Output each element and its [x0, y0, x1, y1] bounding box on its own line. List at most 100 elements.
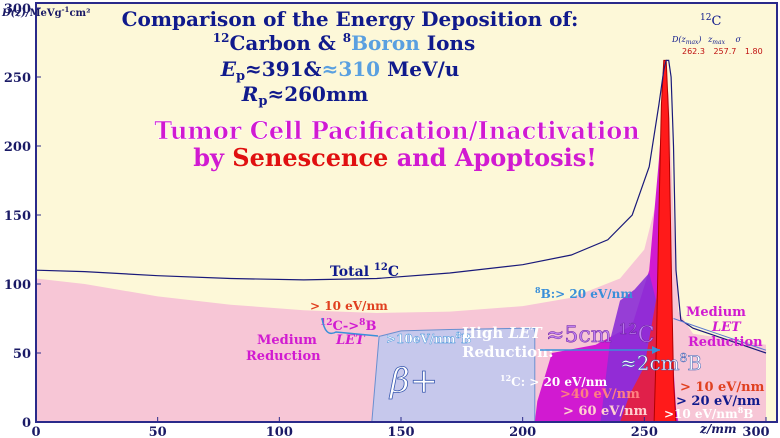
gt10-top-label: > 10 eV/nm — [310, 299, 388, 313]
title-line-3: Ep≈391&≈310 MeV/u — [220, 57, 460, 84]
gt10-b-right: >10 eV/nm8B — [664, 405, 753, 421]
peak-sup: 12 — [700, 13, 711, 23]
peak-table-header: D(zmax) zmax σ — [671, 35, 742, 46]
c-gt20-text: C: > 20 eV/nm — [511, 375, 607, 389]
reduction-right: Reduction — [688, 335, 763, 350]
title-ions: Ions — [427, 31, 476, 55]
c-to-b-sup1: 12 — [320, 318, 333, 328]
peak-label: 12C — [700, 13, 721, 29]
total-label: Total 12C — [330, 262, 399, 280]
reduction-mid: Reduction: — [462, 343, 554, 361]
c-to-b-sup2: 8 — [359, 318, 365, 328]
x-tick-label: 100 — [266, 425, 293, 438]
total-c: C — [388, 264, 399, 280]
peak-c: C — [711, 14, 721, 29]
carbon-dose-area — [36, 90, 766, 422]
two-cm-label: ≈2cm8B — [620, 351, 702, 375]
tail-curve — [673, 318, 767, 351]
two-cm-b: B — [687, 351, 702, 375]
x-axis-ticks: 0 50 100 150 200 250 300 — [31, 417, 770, 438]
col-zmax: z — [707, 35, 713, 44]
title-sup-8: 8 — [343, 31, 351, 45]
x-tick-label: 300 — [742, 425, 769, 438]
gt20-right: > 20 eV/nm — [676, 394, 761, 409]
title-line-4: Rp≈260mm — [241, 82, 369, 109]
col-sigma: σ — [736, 35, 742, 44]
val-dzmax: 262.3 — [682, 47, 705, 56]
col-dzmax-end: ) — [697, 35, 701, 44]
box-sup: 8 — [456, 330, 462, 340]
total-text: Total — [330, 264, 369, 280]
x-axis-label: z/mm — [699, 422, 737, 436]
y-tick-label: 50 — [13, 347, 31, 362]
box-text: >10eV/nm — [386, 332, 456, 346]
reduction-left: Reduction — [246, 349, 321, 364]
high-let-label: High LET — [462, 324, 543, 342]
title-carbon: Carbon & — [229, 31, 335, 55]
x-tick-label: 200 — [509, 425, 536, 438]
c-to-b-arrow — [321, 317, 379, 337]
medium-left: Medium — [257, 333, 317, 348]
c-gt20-label: 12C: > 20 eV/nm — [500, 373, 607, 389]
c-to-b-end: B — [365, 319, 376, 334]
five-cm-arrowhead — [652, 346, 660, 354]
headline-apoptosis: and Apoptosis! — [397, 143, 597, 172]
box-b: B — [461, 332, 471, 346]
plot-frame — [35, 2, 778, 423]
medium-right: Medium — [686, 305, 746, 320]
boron-gt20-sup: 8 — [535, 285, 541, 295]
five-cm-label: ≈5cm 12C — [546, 320, 655, 348]
five-cm-text: ≈5cm — [546, 323, 612, 348]
val-zmax: 257.7 — [713, 47, 736, 56]
boron-gt20-label: 8B:> 20 eV/nm — [535, 285, 633, 301]
title-r: R — [241, 82, 259, 106]
y-axis-label: D(z)/MeVg-1cm² — [1, 5, 91, 19]
headline-senescence: Senescence — [232, 143, 388, 172]
gt10-b-text: >10 eV/nm — [664, 407, 738, 421]
gt40-label: >40 eV/nm — [560, 387, 640, 402]
title-e-value1: ≈391& — [245, 57, 322, 81]
title-e-value2: ≈310 — [322, 57, 381, 81]
gt10-right: > 10 eV/nm — [680, 380, 765, 395]
beta-plus-region — [371, 327, 536, 422]
y-label-unit: MeVg — [29, 8, 61, 19]
gt10-b-b: B — [743, 407, 753, 421]
title-line-1: Comparison of the Energy Deposition of: — [122, 7, 579, 31]
title-r-value: ≈260mm — [267, 82, 368, 106]
title-sup-12: 12 — [213, 31, 230, 45]
y-tick-label: 300 — [4, 2, 31, 17]
high-let: LET — [508, 324, 544, 342]
y-axis-ticks: 0 50 100 150 200 250 300 — [4, 2, 41, 431]
beta-plus: β+ — [388, 361, 438, 401]
y-label-exp: -1 — [62, 5, 70, 14]
title-e-sub: p — [236, 69, 245, 84]
y-label-unit2: cm² — [69, 8, 90, 19]
y-tick-label: 150 — [4, 209, 31, 224]
y-tick-label: 100 — [4, 278, 31, 293]
headline-by: by — [193, 143, 225, 172]
c-to-b-label: 12C->8B — [320, 318, 376, 334]
col-dzmax-sub: max — [686, 39, 699, 46]
five-cm-sup: 12 — [619, 320, 638, 338]
headline-2: by Senescence and Apoptosis! — [193, 143, 597, 172]
y-tick-label: 200 — [4, 140, 31, 155]
let-right: LET — [711, 320, 742, 335]
col-zmax-sub: max — [712, 39, 725, 46]
boron-gt20-text: B:> 20 eV/nm — [541, 287, 634, 301]
two-cm-text: ≈2cm — [620, 351, 680, 375]
title-r-sub: p — [258, 94, 267, 109]
y-label-main: D(z)/ — [1, 8, 31, 19]
box-label: >10eV/nm8B — [386, 330, 471, 346]
c-gt20-sup: 12 — [500, 373, 511, 383]
y-tick-label: 0 — [22, 416, 31, 431]
title-line-2: 12Carbon & 8Boron Ions — [213, 31, 475, 55]
x-tick-label: 150 — [387, 425, 414, 438]
five-cm-c: C — [638, 323, 655, 348]
c-to-b-text: C-> — [333, 319, 360, 334]
x-tick-label: 50 — [149, 425, 167, 438]
peak-table-values: 262.3 257.7 1.80 — [682, 47, 763, 56]
headline-1: Tumor Cell Pacification/Inactivation — [154, 116, 639, 145]
gt60-label: > 60 eV/nm — [563, 404, 648, 419]
title-e-unit: MeV/u — [387, 57, 459, 81]
title-e: E — [220, 57, 237, 81]
